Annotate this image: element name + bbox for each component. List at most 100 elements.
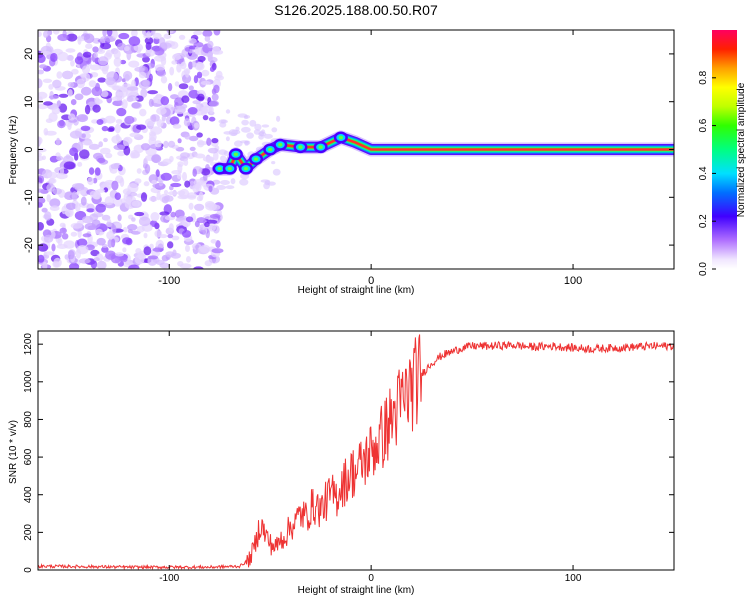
noise-blob: [83, 33, 95, 44]
noise-blob: [77, 141, 84, 152]
noise-blob: [152, 247, 164, 252]
noise-blob: [106, 221, 113, 228]
noise-blob: [189, 146, 196, 152]
noise-blob: [41, 207, 48, 213]
noise-blob: [115, 91, 125, 97]
noise-blob: [153, 47, 165, 56]
noise-blob: [148, 98, 154, 107]
noise-blob: [134, 178, 142, 184]
noise-blob: [70, 60, 75, 67]
noise-blob: [49, 205, 60, 211]
noise-blob: [115, 119, 123, 124]
noise-blob: [140, 143, 151, 151]
noise-blob: [77, 35, 82, 45]
colorbar-tick-label: 0.2: [698, 214, 709, 228]
noise-blob: [181, 95, 190, 103]
noise-blob: [43, 234, 54, 243]
noise-blob: [194, 220, 200, 228]
noise-blob: [112, 197, 123, 207]
noise-blob: [136, 124, 147, 130]
noise-blob: [239, 178, 249, 186]
noise-blob: [69, 130, 82, 139]
noise-blob: [144, 164, 151, 174]
noise-blob: [122, 247, 127, 253]
noise-blob: [259, 130, 265, 137]
noise-blob: [143, 181, 150, 187]
noise-blob: [38, 175, 45, 184]
noise-blob: [147, 255, 159, 260]
noise-blob: [43, 30, 49, 38]
noise-blob: [272, 168, 281, 176]
noise-blob: [136, 225, 145, 233]
noise-blob: [72, 183, 84, 190]
noise-blob: [155, 93, 162, 99]
noise-blob: [67, 122, 72, 130]
noise-blob: [38, 254, 45, 263]
noise-blob: [186, 192, 197, 199]
noise-blob: [235, 126, 240, 132]
noise-blob: [111, 135, 122, 144]
noise-blob: [178, 83, 189, 90]
noise-blob: [156, 119, 164, 128]
ridge-blob: [249, 153, 264, 166]
noise-blob: [193, 75, 198, 84]
noise-blob: [107, 239, 113, 249]
noise-blob: [38, 54, 46, 63]
noise-blob: [145, 49, 156, 57]
noise-blob: [208, 106, 214, 114]
noise-blob: [108, 126, 115, 132]
noise-blob: [132, 151, 141, 159]
noise-blob: [197, 93, 205, 102]
noise-blob: [92, 46, 99, 53]
noise-blob: [172, 123, 182, 129]
noise-blob: [82, 233, 92, 238]
noise-blob: [88, 167, 95, 175]
noise-blob: [67, 89, 73, 97]
noise-blob: [136, 168, 142, 174]
noise-blob: [188, 135, 199, 142]
noise-blob: [114, 123, 121, 134]
noise-blob: [89, 64, 102, 71]
spectrogram-plot-area: [38, 30, 674, 269]
noise-blob: [169, 116, 180, 126]
noise-blob: [171, 60, 178, 65]
colorbar-tick-label: 0.8: [698, 70, 709, 84]
noise-blob: [110, 163, 120, 170]
noise-blob: [201, 168, 211, 176]
noise-blob: [80, 125, 91, 131]
spectrogram-x-tick-label: 0: [368, 275, 374, 287]
colorbar-tick-label: 0.6: [698, 118, 709, 132]
noise-blob: [113, 57, 122, 67]
noise-blob: [183, 158, 189, 166]
noise-blob: [104, 115, 116, 124]
noise-blob: [100, 42, 112, 50]
noise-blob: [200, 80, 211, 86]
noise-blob: [169, 66, 175, 76]
noise-blob: [131, 30, 138, 38]
noise-blob: [127, 224, 138, 231]
noise-blob: [122, 237, 132, 245]
noise-blob: [46, 183, 56, 192]
noise-blob: [81, 133, 86, 138]
noise-blob: [188, 202, 194, 210]
noise-blob: [111, 180, 119, 191]
noise-blob: [209, 213, 221, 219]
noise-blob: [156, 69, 167, 77]
noise-blob: [101, 64, 109, 75]
noise-blob: [61, 233, 69, 240]
noise-blob: [172, 53, 181, 61]
noise-blob: [82, 51, 92, 58]
noise-blob: [124, 115, 135, 125]
noise-blob: [74, 56, 84, 65]
noise-blob: [113, 85, 120, 91]
noise-blob: [76, 114, 89, 123]
noise-blob: [142, 79, 150, 87]
noise-blob: [177, 190, 186, 196]
noise-blob: [225, 185, 235, 190]
colorbar-label: Normalized spectral amplitude: [736, 82, 747, 217]
noise-blob: [56, 155, 64, 161]
noise-blob: [163, 195, 174, 202]
noise-blob: [38, 137, 42, 147]
noise-blob: [126, 86, 139, 91]
